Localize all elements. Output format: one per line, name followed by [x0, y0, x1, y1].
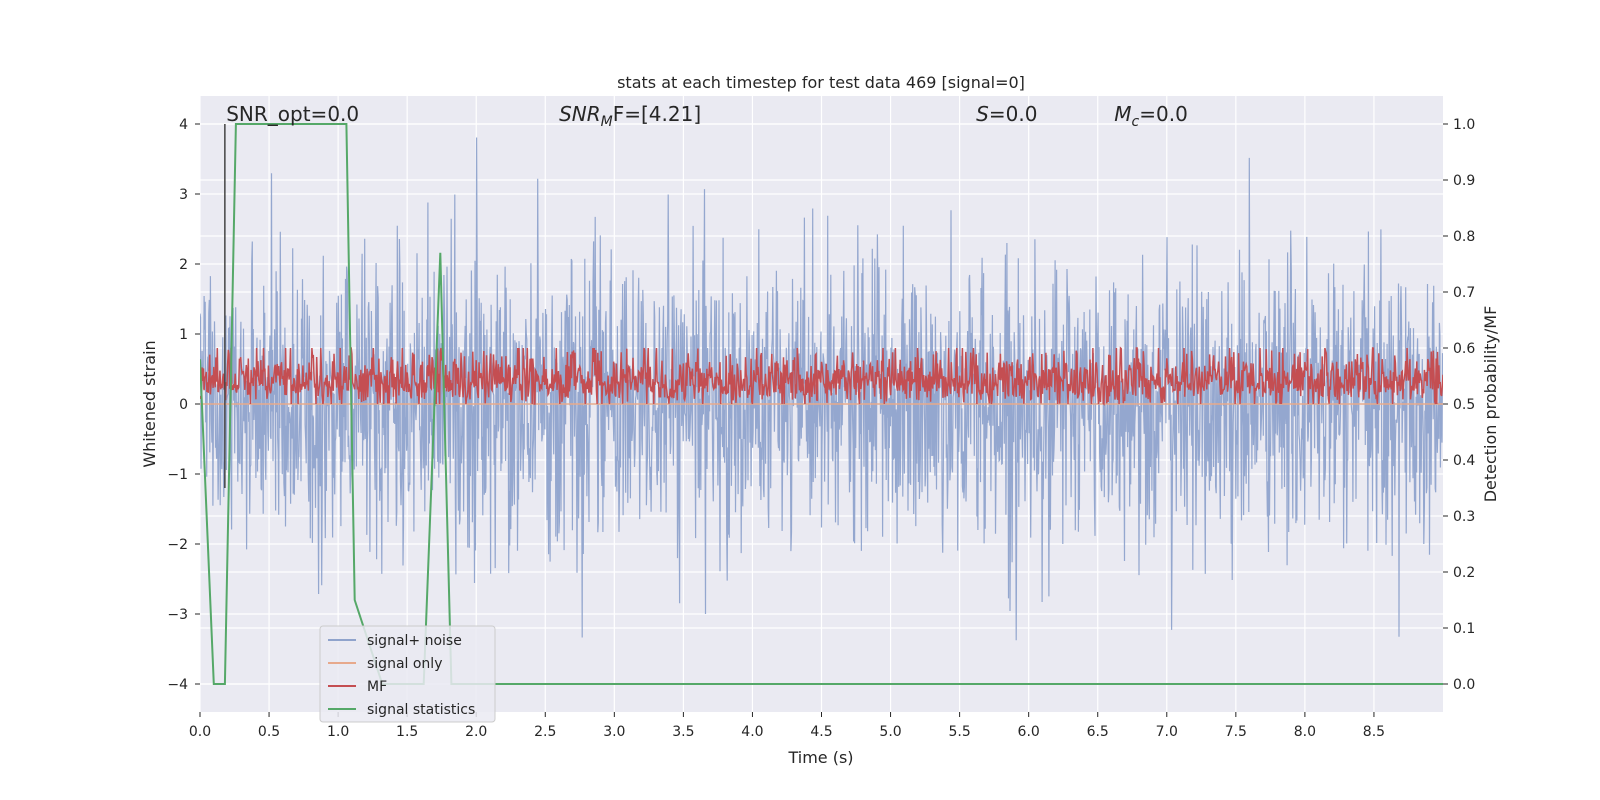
x-tick-label: 0.5 [258, 724, 280, 740]
legend-label: signal+ noise [367, 633, 462, 649]
y-tick-label-left: 4 [179, 117, 188, 133]
x-tick-label: 2.0 [465, 724, 487, 740]
x-tick-label: 1.5 [396, 724, 418, 740]
x-axis-label: Time (s) [787, 748, 853, 767]
y-tick-label-right: 0.9 [1453, 173, 1475, 189]
ticks: 0.0 0.5 1.0 1.5 2.0 2.5 3.0 3.5 4.0 4.5 5.0 5.5 6.0 6… [167, 117, 1475, 740]
y-tick-label-left: 2 [179, 257, 188, 273]
y-tick-label-left: −2 [167, 537, 188, 553]
series-mf-line [200, 346, 1443, 406]
chart-annotation: Mc=0.0 [1114, 102, 1188, 130]
y-axis-label-left: Whitened strain [140, 340, 159, 467]
y-axis-label-right: Detection probability/MF [1481, 306, 1500, 503]
y-tick-label-right: 0.4 [1453, 453, 1475, 469]
legend: signal+ noise signal only MF signal statist… [319, 625, 496, 723]
legend-label: MF [367, 679, 387, 695]
chart-title: stats at each timestep for test data 469… [617, 73, 1025, 92]
x-tick-label: 4.5 [810, 724, 832, 740]
x-tick-label: 8.0 [1294, 724, 1316, 740]
annotation-italic-part: S [976, 102, 989, 126]
y-tick-label-right: 0.5 [1453, 397, 1475, 413]
x-tick-label: 3.0 [603, 724, 625, 740]
x-tick-label: 6.0 [1018, 724, 1040, 740]
y-tick-label-left: −1 [167, 467, 188, 483]
chart-annotation: S=0.0 [976, 102, 1037, 126]
y-tick-label-right: 0.8 [1453, 229, 1475, 245]
y-tick-label-right: 0.0 [1453, 677, 1475, 693]
x-tick-label: 0.0 [189, 724, 211, 740]
annotation-rest: =0.0 [989, 102, 1038, 126]
x-tick-label: 1.0 [327, 724, 349, 740]
annotation-subscript: c [1132, 114, 1140, 130]
annotation-rest: =0.0 [1139, 102, 1188, 126]
x-tick-label: 3.5 [672, 724, 694, 740]
annotation-italic-part: M [1114, 102, 1131, 126]
y-tick-label-left: −4 [167, 677, 188, 693]
y-tick-label-right: 0.2 [1453, 565, 1475, 581]
series-layer [200, 123, 1443, 685]
legend-label: signal statistics [367, 702, 475, 718]
x-tick-label: 2.5 [534, 724, 556, 740]
x-tick-label: 5.5 [948, 724, 970, 740]
annotation-italic-part: SNR [559, 102, 601, 126]
y-tick-label-left: 1 [179, 327, 188, 343]
y-tick-label-right: 0.7 [1453, 285, 1475, 301]
y-tick-label-right: 0.3 [1453, 509, 1475, 525]
y-tick-label-left: 3 [179, 187, 188, 203]
series-signal-statistics-line [200, 123, 1443, 685]
x-tick-label: 7.0 [1156, 724, 1178, 740]
annotation-subscript: M [601, 114, 613, 130]
y-tick-label-right: 0.1 [1453, 621, 1475, 637]
y-tick-label-right: 0.6 [1453, 341, 1475, 357]
annotations: SNR_opt=0.0 SNRMF=[4.21] S=0.0 Mc=0.0 [226, 102, 1188, 130]
annotation-rest: F=[4.21] [613, 102, 701, 126]
y-tick-label-left: −3 [167, 607, 188, 623]
legend-box [319, 625, 496, 723]
x-tick-label: 6.5 [1087, 724, 1109, 740]
chart-annotation: SNR_opt=0.0 [226, 102, 359, 126]
x-tick-label: 4.0 [741, 724, 763, 740]
legend-label: signal only [367, 656, 442, 672]
y-tick-label-left: 0 [179, 397, 188, 413]
x-tick-label: 7.5 [1225, 724, 1247, 740]
x-tick-label: 8.5 [1363, 724, 1385, 740]
x-tick-label: 5.0 [879, 724, 901, 740]
y-tick-label-right: 1.0 [1453, 117, 1475, 133]
series-signal-noise-line [200, 137, 1443, 641]
chart-annotation: SNRMF=[4.21] [559, 102, 701, 130]
